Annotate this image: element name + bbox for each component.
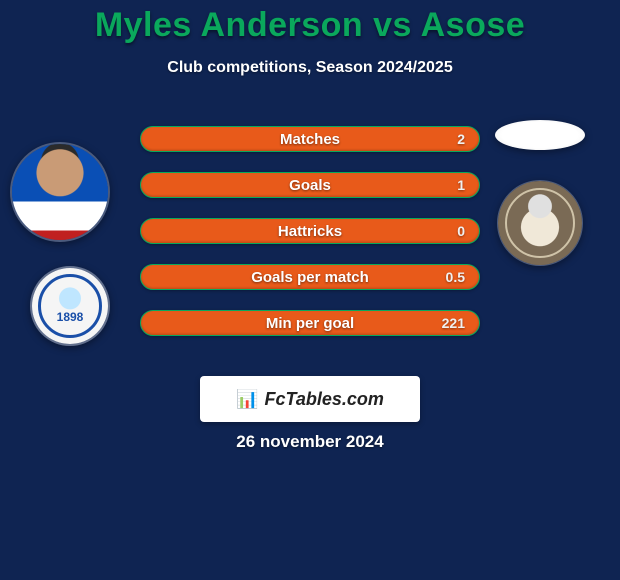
stat-row-matches: Matches 2 — [140, 126, 480, 152]
stat-right-value: 0 — [431, 223, 479, 239]
player-right-column — [490, 120, 600, 266]
player-right-club-badge-art — [498, 181, 582, 265]
player-left-avatar — [10, 142, 110, 242]
stat-row-goals-per-match: Goals per match 0.5 — [140, 264, 480, 290]
stat-label: Min per goal — [189, 315, 431, 332]
player-left-club-badge — [30, 266, 110, 346]
subtitle: Club competitions, Season 2024/2025 — [0, 59, 620, 77]
stat-right-value: 0.5 — [431, 269, 479, 285]
stat-label: Goals — [189, 177, 431, 194]
stat-label: Hattricks — [189, 223, 431, 240]
stat-row-hattricks: Hattricks 0 — [140, 218, 480, 244]
stat-right-value: 2 — [431, 131, 479, 147]
stat-right-value: 1 — [431, 177, 479, 193]
comparison-card: Myles Anderson vs Asose Club competition… — [0, 0, 620, 580]
player-right-club-badge — [497, 180, 583, 266]
player-left-club-badge-art — [32, 268, 108, 344]
player-right-avatar-art — [495, 120, 585, 150]
chart-icon: 📊 — [236, 389, 258, 410]
player-left-column — [10, 142, 130, 346]
player-right-avatar — [495, 120, 585, 150]
stat-row-goals: Goals 1 — [140, 172, 480, 198]
stats-list: Matches 2 Goals 1 Hattricks 0 Goals per … — [140, 126, 480, 356]
player-left-avatar-art — [12, 144, 108, 240]
watermark-badge: 📊 FcTables.com — [200, 376, 420, 422]
watermark-text: FcTables.com — [265, 389, 384, 410]
generated-date: 26 november 2024 — [0, 432, 620, 452]
stat-label: Matches — [189, 131, 431, 148]
stat-label: Goals per match — [189, 269, 431, 286]
stat-row-min-per-goal: Min per goal 221 — [140, 310, 480, 336]
page-title: Myles Anderson vs Asose — [0, 0, 620, 45]
stat-right-value: 221 — [431, 315, 479, 331]
